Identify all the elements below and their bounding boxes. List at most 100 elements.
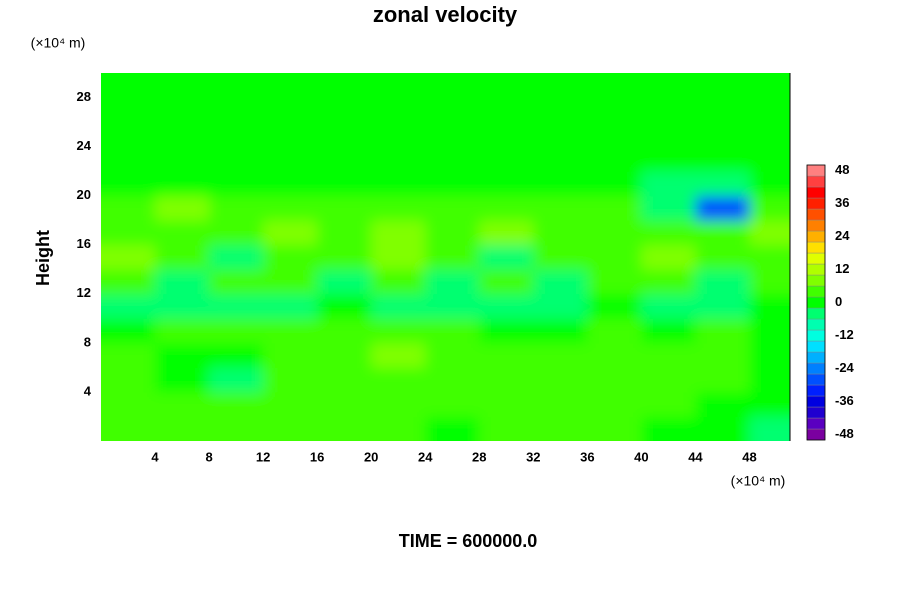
colorbar-band <box>806 406 826 419</box>
colorbar-band <box>806 362 826 375</box>
field-cell <box>263 73 318 99</box>
field-cell <box>263 146 318 172</box>
colorbar-band <box>806 395 826 408</box>
field-cell <box>155 146 210 172</box>
field-cell <box>695 195 750 221</box>
field-cell <box>533 367 588 393</box>
y-unit: (×10⁴ m) <box>31 35 86 51</box>
field-cell <box>641 220 696 246</box>
field-cell <box>209 195 264 221</box>
field-cell <box>101 122 156 148</box>
field-cell <box>209 171 264 197</box>
colorbar-tick-label: -48 <box>835 426 854 441</box>
field-cell <box>695 318 750 344</box>
field-cell <box>641 171 696 197</box>
x-tick-label: 24 <box>418 449 433 464</box>
field-cell <box>695 391 750 417</box>
field-cell <box>371 220 426 246</box>
field-cell <box>749 269 790 295</box>
colorbar-band <box>806 417 826 430</box>
field-cell <box>749 146 790 172</box>
field-cell <box>425 416 480 441</box>
field-cell <box>155 171 210 197</box>
x-tick-label: 8 <box>205 449 212 464</box>
field-cell <box>695 416 750 441</box>
field-cell <box>317 342 372 368</box>
field-cell <box>479 318 534 344</box>
field-cell <box>533 342 588 368</box>
field-cell <box>587 244 642 270</box>
y-tick-label: 20 <box>77 187 91 202</box>
colorbar-band <box>806 340 826 353</box>
field-cell <box>371 97 426 123</box>
field-cell <box>695 293 750 319</box>
field-cell <box>317 73 372 99</box>
field-cell <box>749 122 790 148</box>
x-unit: (×10⁴ m) <box>731 473 786 489</box>
field-cell <box>317 391 372 417</box>
field-cell <box>479 293 534 319</box>
field-cell <box>101 146 156 172</box>
field-cell <box>317 269 372 295</box>
field-cell <box>749 97 790 123</box>
field-cell <box>479 367 534 393</box>
x-tick-label: 44 <box>688 449 703 464</box>
field-cell <box>263 391 318 417</box>
colorbar-band <box>806 197 826 210</box>
field-cell <box>155 269 210 295</box>
colorbar-band <box>806 318 826 331</box>
time-footer: TIME = 600000.0 <box>399 531 538 551</box>
field-cell <box>155 195 210 221</box>
field-cell <box>749 220 790 246</box>
colorbar-tick-label: 24 <box>835 228 850 243</box>
colorbar-tick-label: -12 <box>835 327 854 342</box>
field-cell <box>263 416 318 441</box>
field-cell <box>533 146 588 172</box>
field-cell <box>587 367 642 393</box>
field <box>101 73 790 441</box>
colorbar-band <box>806 208 826 221</box>
field-cell <box>317 146 372 172</box>
field-cell <box>317 293 372 319</box>
field-cell <box>533 195 588 221</box>
x-tick-label: 28 <box>472 449 486 464</box>
field-cell <box>425 391 480 417</box>
field-cell <box>749 171 790 197</box>
field-cell <box>317 220 372 246</box>
y-axis-label: Height <box>33 230 53 286</box>
field-cell <box>533 97 588 123</box>
field-cell <box>371 244 426 270</box>
field-cell <box>641 195 696 221</box>
field-cell <box>641 146 696 172</box>
field-cell <box>317 416 372 441</box>
field-cell <box>101 391 156 417</box>
field-cell <box>587 97 642 123</box>
field-cell <box>317 244 372 270</box>
field-cell <box>209 342 264 368</box>
colorbar-band <box>806 329 826 342</box>
x-tick-label: 16 <box>310 449 324 464</box>
field-cell <box>587 195 642 221</box>
field-cell <box>425 342 480 368</box>
field-cell <box>641 122 696 148</box>
colorbar-band <box>806 351 826 364</box>
field-cell <box>317 171 372 197</box>
field-cell <box>749 73 790 99</box>
field-cell <box>263 171 318 197</box>
x-tick-label: 4 <box>151 449 159 464</box>
colorbar-band <box>806 186 826 199</box>
field-cell <box>263 342 318 368</box>
field-cell <box>371 73 426 99</box>
field-cell <box>695 269 750 295</box>
field-cell <box>533 244 588 270</box>
field-cell <box>371 269 426 295</box>
field-cell <box>641 73 696 99</box>
field-cell <box>425 146 480 172</box>
field-cell <box>641 97 696 123</box>
field-cell <box>479 391 534 417</box>
colorbar-band <box>806 219 826 232</box>
field-cell <box>209 244 264 270</box>
field-cell <box>479 97 534 123</box>
x-tick-label: 32 <box>526 449 540 464</box>
